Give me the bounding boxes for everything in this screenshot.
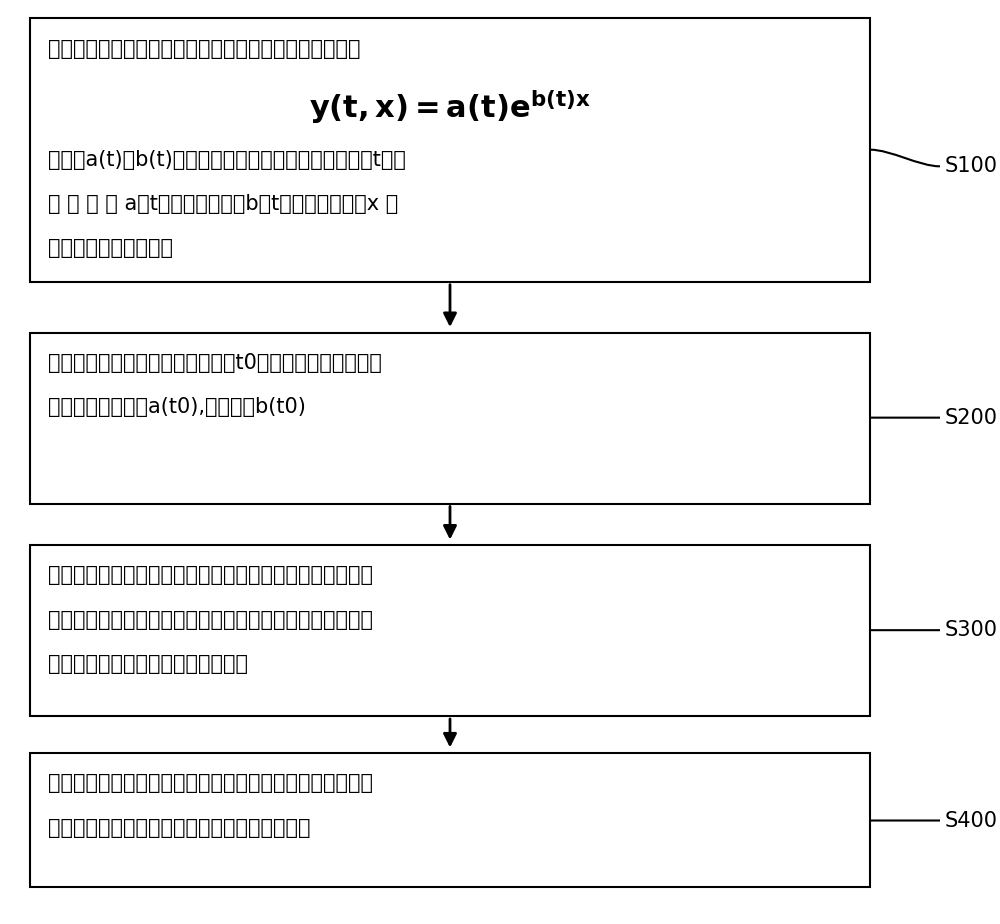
Text: 若存在一个接收位置的实际幅値与参考幅値比値不在设定范: 若存在一个接收位置的实际幅値与参考幅値比値不在设定范 [48,773,373,794]
FancyBboxPatch shape [30,545,870,716]
Text: 式中：a(t)和b(t)为与激励位置所在的锂轨部位、温度t相关: 式中：a(t)和b(t)为与激励位置所在的锂轨部位、温度t相关 [48,150,406,170]
Text: 多个信号接收位置；对每个接收位置，根据超声导波传播幅: 多个信号接收位置；对每个接收位置，根据超声导波传播幅 [48,610,373,630]
Text: 围内，则判定激励位置和接收位置之间存在缺陷: 围内，则判定激励位置和接收位置之间存在缺陷 [48,818,310,838]
Text: S100: S100 [945,156,998,176]
Text: S300: S300 [945,620,998,640]
Text: 为超声导波的传播距离: 为超声导波的传播距离 [48,238,173,259]
Text: 对待测无缝锂轨，根据其当前温度t0，和超声导波的激励位: 对待测无缝锂轨，根据其当前温度t0，和超声导波的激励位 [48,353,382,373]
Text: 的 参 数 ， a（t）为比例系数，b（t）为衰减系数，x 为: 的 参 数 ， a（t）为比例系数，b（t）为衰减系数，x 为 [48,194,398,214]
Text: S400: S400 [945,810,998,831]
Text: $\mathbf{y(t,x) = a(t)e^{b(t)x}}$: $\mathbf{y(t,x) = a(t)e^{b(t)x}}$ [309,88,591,126]
FancyBboxPatch shape [30,333,870,504]
Text: 对无缺陷的无缝锂轨，获取超声导波传播幅値函数如下：: 对无缺陷的无缝锂轨，获取超声导波传播幅値函数如下： [48,39,360,59]
FancyBboxPatch shape [30,753,870,887]
FancyBboxPatch shape [30,18,870,282]
Text: 置，确定比例系数a(t0),衰减系数b(t0): 置，确定比例系数a(t0),衰减系数b(t0) [48,397,306,418]
Text: S200: S200 [945,407,998,428]
Text: 根据激励位置所在的锂轨部位，选择施加激励信号，并设置: 根据激励位置所在的锂轨部位，选择施加激励信号，并设置 [48,565,373,586]
Text: 値函数计算无缺陷情况下的参考幅値: 値函数计算无缺陷情况下的参考幅値 [48,654,248,675]
